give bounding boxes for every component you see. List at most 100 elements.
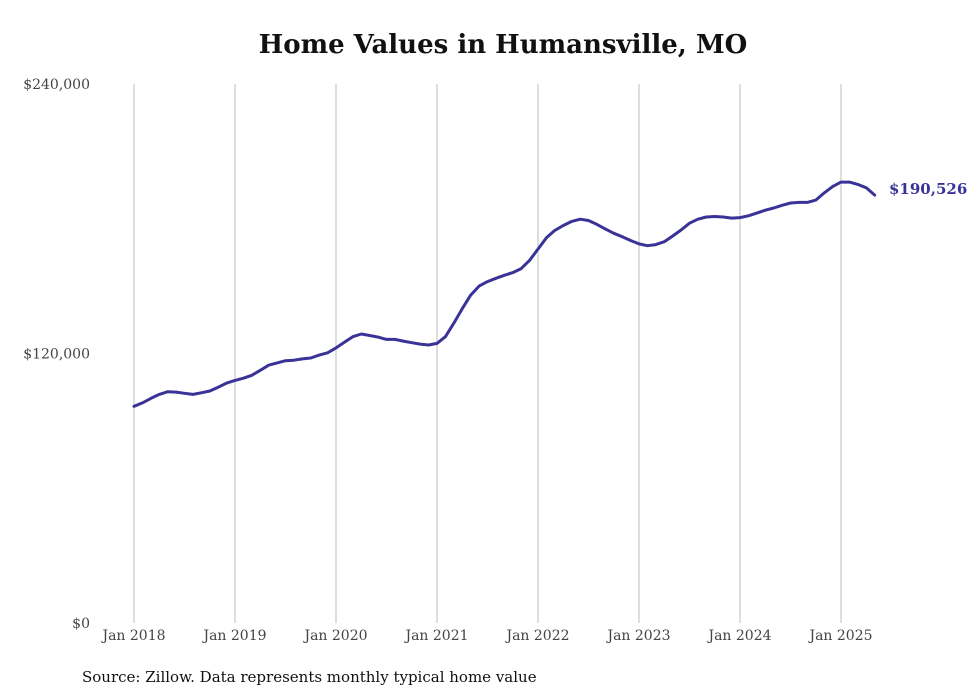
data-point-2019-11 [318, 354, 321, 357]
data-point-2019-06 [276, 361, 279, 364]
data-point-2025-05 [873, 194, 876, 197]
grid-lines [133, 84, 842, 623]
series-line [132, 180, 877, 408]
data-point-2019-05 [267, 364, 270, 367]
data-point-2025-04 [865, 186, 868, 189]
data-point-2020-01 [335, 346, 338, 349]
y-axis-ticks: $0 $120,000 $240,000 [23, 77, 90, 632]
data-point-2019-12 [326, 351, 329, 354]
data-point-2021-11 [520, 267, 523, 270]
source-note: Source: Zillow. Data represents monthly … [82, 668, 537, 686]
data-point-2024-10 [814, 199, 817, 202]
y-tick-label: $240,000 [23, 77, 90, 93]
data-point-2020-07 [385, 338, 388, 341]
data-point-2022-04 [562, 224, 565, 227]
data-point-2023-10 [713, 215, 716, 218]
data-point-2019-09 [301, 357, 304, 360]
data-point-2019-01 [234, 379, 237, 382]
data-point-2023-12 [730, 217, 733, 220]
data-point-2024-09 [806, 201, 809, 204]
x-tick-label: Jan 2021 [403, 628, 468, 644]
data-point-2022-02 [545, 236, 548, 239]
data-point-2020-09 [402, 340, 405, 343]
data-point-2018-06 [175, 391, 178, 394]
data-point-2024-12 [831, 185, 834, 188]
data-point-2024-02 [747, 214, 750, 217]
data-point-2018-01 [133, 405, 136, 408]
data-point-2019-08 [292, 359, 295, 362]
x-tick-label: Jan 2022 [504, 628, 569, 644]
data-point-2025-01 [840, 181, 843, 184]
data-point-2018-08 [191, 393, 194, 396]
x-tick-label: Jan 2025 [807, 628, 872, 644]
data-point-2022-09 [604, 227, 607, 230]
data-point-2022-03 [553, 229, 556, 232]
data-point-2018-11 [217, 386, 220, 389]
data-point-2020-08 [393, 338, 396, 341]
data-point-2019-02 [242, 377, 245, 380]
data-point-2023-04 [663, 240, 666, 243]
series-layer [132, 180, 877, 408]
data-point-2023-07 [688, 222, 691, 225]
y-tick-label: $0 [72, 616, 90, 632]
data-point-2020-02 [343, 341, 346, 344]
data-point-2018-09 [200, 391, 203, 394]
data-point-2022-11 [621, 235, 624, 238]
data-point-2023-06 [680, 229, 683, 232]
data-point-2021-10 [511, 271, 514, 274]
data-point-2021-12 [528, 259, 531, 262]
data-point-2021-02 [444, 335, 447, 338]
data-point-2024-07 [789, 202, 792, 205]
chart-title: Home Values in Humansville, MO [258, 30, 748, 60]
data-point-2024-04 [764, 209, 767, 212]
data-point-2024-08 [797, 201, 800, 204]
data-point-2018-10 [208, 390, 211, 393]
data-point-2021-03 [452, 322, 455, 325]
data-point-2020-10 [410, 341, 413, 344]
y-tick-label: $120,000 [23, 347, 90, 363]
data-point-2024-06 [781, 204, 784, 207]
x-tick-label: Jan 2019 [201, 628, 266, 644]
data-point-2021-07 [486, 280, 489, 283]
data-point-2024-11 [823, 191, 826, 194]
data-point-2022-08 [595, 223, 598, 226]
data-point-2019-07 [284, 359, 287, 362]
data-point-2023-11 [722, 216, 725, 219]
data-point-2024-03 [755, 212, 758, 215]
data-points [133, 181, 877, 408]
data-point-2023-01 [638, 242, 641, 245]
data-point-2019-10 [309, 357, 312, 360]
end-value-label: $190,526 [889, 180, 967, 198]
data-point-2021-01 [436, 342, 439, 345]
data-point-2025-03 [856, 183, 859, 186]
data-point-2018-02 [141, 401, 144, 404]
data-point-2021-04 [461, 307, 464, 310]
data-point-2023-08 [696, 218, 699, 221]
data-point-2022-07 [587, 219, 590, 222]
data-point-2020-06 [377, 336, 380, 339]
data-point-2021-09 [503, 274, 506, 277]
data-point-2022-01 [537, 248, 540, 251]
data-point-2018-12 [225, 382, 228, 385]
data-point-2022-05 [570, 220, 573, 223]
data-point-2018-03 [149, 397, 152, 400]
data-point-2023-05 [671, 235, 674, 238]
x-axis-ticks: Jan 2018 Jan 2019 Jan 2020 Jan 2021 Jan 2022… [100, 628, 872, 644]
data-point-2021-05 [469, 294, 472, 297]
data-point-2022-12 [629, 239, 632, 242]
data-point-2025-02 [848, 181, 851, 184]
data-point-2020-12 [427, 344, 430, 347]
data-point-2020-03 [351, 335, 354, 338]
data-point-2024-01 [739, 216, 742, 219]
data-point-2020-11 [419, 343, 422, 346]
data-point-2019-03 [250, 374, 253, 377]
data-point-2023-03 [654, 243, 657, 246]
data-point-2023-09 [705, 216, 708, 219]
data-point-2020-05 [368, 334, 371, 337]
data-point-2018-04 [158, 393, 161, 396]
x-tick-label: Jan 2018 [100, 628, 165, 644]
data-point-2019-04 [259, 369, 262, 372]
data-point-2024-05 [772, 207, 775, 210]
x-tick-label: Jan 2024 [706, 628, 771, 644]
